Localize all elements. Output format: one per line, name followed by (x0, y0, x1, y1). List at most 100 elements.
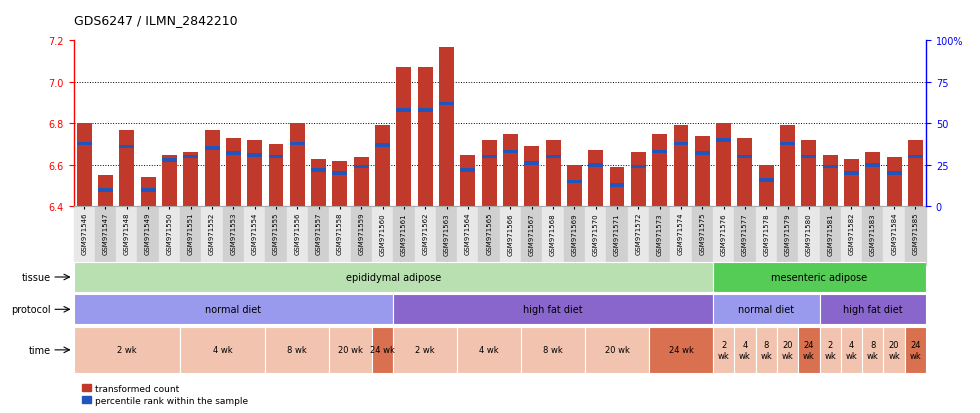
Bar (862, 327, 884, 373)
Text: 4 wk: 4 wk (213, 346, 232, 354)
Bar (201, 207, 222, 265)
Bar (649, 207, 670, 265)
Bar (759, 178, 773, 182)
Bar (756, 327, 777, 373)
Bar (120, 145, 134, 149)
Bar (712, 295, 819, 325)
Text: 8 wk: 8 wk (287, 346, 307, 354)
Bar (841, 207, 862, 265)
Bar (588, 151, 603, 207)
Bar (332, 172, 347, 176)
Bar (521, 327, 585, 373)
Bar (823, 165, 838, 169)
Bar (887, 157, 902, 207)
Text: 24 wk: 24 wk (668, 346, 694, 354)
Bar (521, 207, 543, 265)
Bar (74, 263, 712, 292)
Text: 24
wk: 24 wk (803, 340, 814, 360)
Bar (738, 155, 753, 159)
Bar (141, 188, 156, 192)
Bar (461, 155, 475, 207)
Bar (610, 168, 624, 207)
Bar (670, 207, 692, 265)
Bar (819, 207, 841, 265)
Bar (371, 207, 393, 265)
Bar (371, 327, 393, 373)
Bar (716, 124, 731, 207)
Bar (653, 135, 667, 207)
Text: mesenteric adipose: mesenteric adipose (771, 272, 867, 282)
Bar (564, 207, 585, 265)
Bar (542, 207, 564, 265)
Bar (588, 164, 603, 167)
Bar (74, 327, 180, 373)
Bar (865, 164, 880, 167)
Bar (482, 155, 497, 159)
Bar (649, 327, 713, 373)
Bar (908, 141, 923, 207)
Bar (457, 327, 521, 373)
Bar (819, 295, 926, 325)
Bar (417, 109, 432, 113)
Text: 4 wk: 4 wk (479, 346, 499, 354)
Bar (244, 207, 266, 265)
Bar (76, 124, 91, 207)
Text: 20 wk: 20 wk (605, 346, 629, 354)
Bar (627, 207, 649, 265)
Bar (905, 327, 926, 373)
Bar (759, 166, 773, 207)
Text: 2
wk: 2 wk (717, 340, 729, 360)
Text: normal diet: normal diet (205, 304, 262, 315)
Bar (695, 152, 710, 156)
Bar (141, 178, 156, 207)
Bar (712, 263, 926, 292)
Bar (673, 126, 688, 207)
Bar (461, 169, 475, 172)
Bar (354, 165, 368, 169)
Bar (457, 207, 478, 265)
Bar (734, 207, 756, 265)
Bar (375, 144, 390, 147)
Bar (503, 135, 517, 207)
Bar (823, 155, 838, 207)
Bar (482, 141, 497, 207)
Bar (780, 142, 795, 146)
Bar (712, 327, 734, 373)
Text: 2 wk: 2 wk (117, 346, 136, 354)
Text: normal diet: normal diet (738, 304, 795, 315)
Bar (524, 162, 539, 166)
Bar (802, 141, 816, 207)
Bar (269, 155, 283, 159)
Bar (777, 327, 798, 373)
Bar (887, 172, 902, 176)
Bar (162, 155, 176, 207)
Bar (780, 126, 795, 207)
Bar (159, 207, 180, 265)
Bar (631, 165, 646, 169)
Bar (653, 150, 667, 154)
Bar (162, 159, 176, 162)
Bar (98, 188, 113, 192)
Text: 24
wk: 24 wk (909, 340, 921, 360)
Text: time: time (28, 345, 51, 355)
Bar (180, 327, 266, 373)
Bar (756, 207, 777, 265)
Bar (393, 207, 415, 265)
Bar (74, 295, 393, 325)
Bar (269, 145, 283, 207)
Bar (585, 327, 649, 373)
Bar (393, 327, 457, 373)
Bar (841, 327, 862, 373)
Bar (802, 155, 816, 159)
Bar (290, 142, 305, 146)
Bar (205, 131, 220, 207)
Bar (415, 207, 436, 265)
Bar (692, 207, 712, 265)
Text: 2 wk: 2 wk (416, 346, 435, 354)
Text: 20
wk: 20 wk (782, 340, 794, 360)
Bar (567, 180, 582, 184)
Bar (844, 159, 858, 207)
Bar (436, 207, 457, 265)
Bar (375, 126, 390, 207)
Bar (738, 139, 753, 207)
